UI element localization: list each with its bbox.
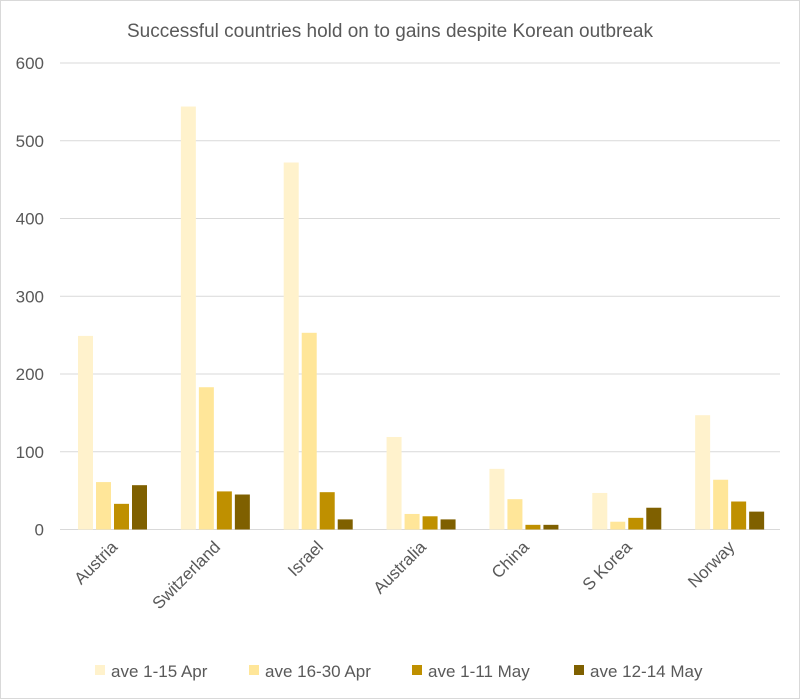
bar-israel-0 [283, 162, 299, 530]
y-tick-label: 400 [16, 210, 44, 229]
x-tick-label: Australia [370, 537, 431, 598]
y-tick-label: 500 [16, 132, 44, 151]
bar-israel-2 [319, 492, 335, 530]
x-axis-ticks: Austria Switzerland Israel Australia China S … [70, 537, 738, 613]
bar-norway-3 [749, 511, 765, 530]
y-tick-label: 200 [16, 365, 44, 384]
chart-title: Successful countries hold on to gains de… [127, 21, 653, 42]
y-tick-label: 600 [16, 54, 44, 73]
legend-label: ave 1-11 May [428, 662, 530, 681]
legend: ave 1-15 Apr ave 16-30 Apr ave 1-11 May ave… [95, 662, 703, 681]
legend-swatch [95, 665, 105, 675]
bar-s-korea-2 [628, 517, 644, 530]
bar-norway-0 [695, 415, 711, 530]
bar-china-1 [507, 499, 523, 530]
legend-label: ave 16-30 Apr [265, 662, 371, 681]
bar-israel-1 [301, 332, 317, 530]
bar-china-3 [543, 524, 559, 530]
bar-israel-3 [337, 519, 353, 530]
bar-austria-2 [114, 503, 129, 530]
bar-norway-2 [731, 501, 747, 530]
bar-s-korea-3 [646, 507, 662, 530]
x-tick-label: China [488, 537, 533, 582]
legend-swatch [574, 665, 584, 675]
bar-switzerland-1 [198, 387, 214, 530]
x-tick-label: Switzerland [149, 537, 225, 613]
bar-switzerland-2 [216, 491, 232, 530]
bars [78, 106, 765, 530]
y-tick-label: 100 [16, 443, 44, 462]
y-tick-label: 0 [35, 521, 44, 540]
legend-swatch [412, 665, 422, 675]
legend-swatch [249, 665, 259, 675]
bar-australia-0 [386, 436, 402, 530]
bar-china-2 [525, 524, 541, 530]
x-tick-label: S Korea [579, 537, 636, 594]
bar-austria-1 [96, 482, 111, 530]
bar-australia-3 [440, 519, 456, 530]
bar-australia-1 [404, 513, 420, 530]
x-tick-label: Austria [70, 537, 121, 588]
bar-china-0 [489, 468, 505, 530]
legend-label: ave 1-15 Apr [111, 662, 208, 681]
bar-s-korea-1 [610, 521, 626, 530]
bar-s-korea-0 [592, 492, 608, 530]
bar-switzerland-0 [180, 106, 196, 530]
y-tick-label: 300 [16, 287, 44, 306]
bar-austria-3 [132, 485, 147, 530]
bar-norway-1 [713, 479, 729, 530]
y-axis-ticks: 0 100 200 300 400 500 600 [16, 54, 44, 540]
x-tick-label: Norway [684, 537, 739, 592]
bar-austria-0 [78, 335, 93, 530]
bar-australia-2 [422, 516, 438, 530]
legend-label: ave 12-14 May [590, 662, 703, 681]
bar-switzerland-3 [234, 494, 250, 530]
gridlines [60, 62, 780, 530]
x-tick-label: Israel [284, 537, 327, 580]
